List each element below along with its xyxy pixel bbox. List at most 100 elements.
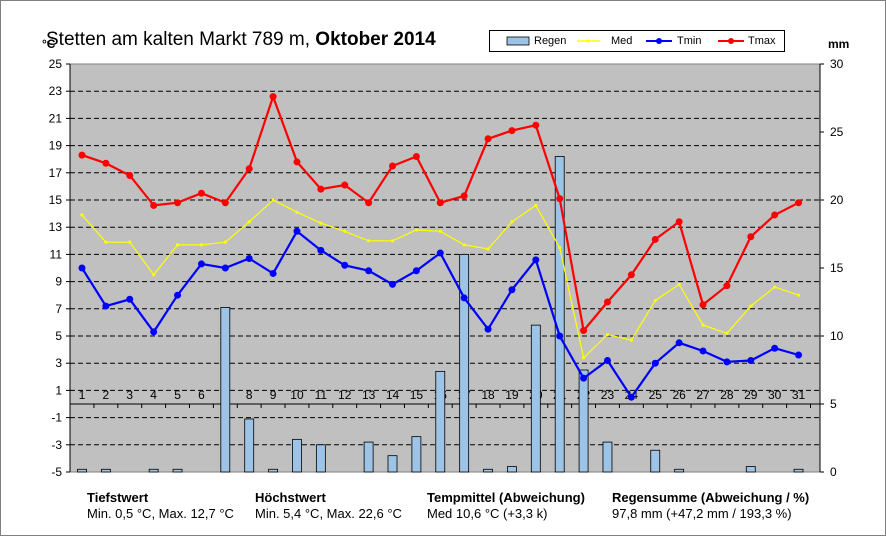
x-axis-tick-label: 28 — [720, 388, 734, 402]
med-point — [295, 210, 299, 214]
tmax-point — [556, 195, 564, 203]
tmin-point — [771, 344, 779, 352]
x-axis-tick-label: 30 — [768, 388, 782, 402]
rain-bar — [244, 418, 255, 473]
x-axis-tick-label: 19 — [505, 388, 519, 402]
tmax-point — [197, 189, 205, 197]
tmin-point — [627, 393, 635, 401]
x-axis-tick-label: 1 — [79, 388, 86, 402]
left-axis-tick-label: 25 — [49, 57, 63, 71]
tmax-point — [341, 181, 349, 189]
x-axis-tick-label: 31 — [792, 388, 806, 402]
tmin-point — [365, 267, 373, 275]
rain-bar — [411, 436, 422, 473]
chart-legend: Regen Med Tmin Tmax — [489, 30, 785, 52]
tmin-point — [245, 254, 253, 262]
footer-tempmittel: Tempmittel (Abweichung) Med 10,6 °C (+3,… — [427, 490, 585, 521]
tmax-point — [436, 199, 444, 207]
tmin-point — [651, 359, 659, 367]
right-axis-unit: mm — [828, 37, 850, 51]
med-point — [414, 228, 418, 232]
tmax-point — [150, 201, 158, 209]
chart-title: Stetten am kalten Markt 789 m, Oktober 2… — [46, 29, 436, 51]
tmax-point — [532, 121, 540, 129]
rain-bar — [268, 468, 278, 473]
tmax-point — [269, 93, 277, 101]
tmax-point — [627, 271, 635, 279]
right-axis-tick-label: 0 — [830, 465, 837, 479]
tmax-point — [460, 192, 468, 200]
tmin-point — [341, 261, 349, 269]
rain-bar — [459, 253, 470, 473]
x-axis-tick-label: 27 — [696, 388, 710, 402]
rain-bar — [363, 441, 374, 473]
rain-bar — [530, 324, 541, 473]
tmin-point — [532, 256, 540, 264]
med-point — [390, 239, 395, 243]
left-axis-tick-label: -5 — [51, 465, 62, 479]
med-point — [319, 221, 323, 225]
legend-rain-label: Regen — [534, 35, 567, 47]
med-point — [223, 240, 227, 244]
tmax-point — [78, 151, 86, 159]
tmin-point — [174, 291, 182, 299]
tmin-point — [269, 269, 277, 277]
legend-tmax-marker — [728, 38, 734, 44]
tmin-point — [747, 356, 755, 364]
med-point — [677, 282, 681, 286]
rain-bar — [387, 455, 398, 473]
med-point — [629, 338, 633, 342]
rain-bar — [148, 468, 159, 473]
x-axis-tick-label: 4 — [150, 388, 157, 402]
title-period: Oktober 2014 — [315, 29, 436, 50]
right-axis-tick-label: 20 — [830, 193, 844, 207]
left-axis-tick-label: -3 — [51, 438, 62, 452]
left-axis-tick-label: 3 — [55, 356, 62, 370]
legend-rain-swatch — [506, 36, 530, 46]
x-axis-tick-label: 25 — [649, 388, 663, 402]
right-axis-tick-label: 25 — [830, 125, 844, 139]
med-point — [486, 247, 490, 251]
tmin-point — [78, 264, 86, 272]
left-axis-tick-label: 15 — [49, 193, 63, 207]
tmin-point — [317, 246, 325, 254]
tempmittel-heading: Tempmittel (Abweichung) — [427, 490, 585, 505]
hoechstwert-heading: Höchstwert — [255, 490, 326, 505]
tmax-point — [412, 152, 420, 160]
rain-bar — [292, 438, 302, 473]
med-point — [462, 243, 466, 247]
footer-tiefstwert: Tiefstwert Min. 0,5 °C, Max. 12,7 °C — [87, 490, 234, 521]
tmax-point — [771, 211, 779, 219]
med-point — [175, 243, 180, 247]
x-axis-tick-label: 14 — [386, 388, 400, 402]
legend-tmax-label: Tmax — [748, 35, 776, 47]
med-point — [271, 198, 275, 202]
med-point — [725, 331, 729, 335]
tmax-point — [174, 199, 182, 207]
x-axis-tick-label: 26 — [672, 388, 686, 402]
x-axis-tick-label: 29 — [744, 388, 758, 402]
regensumme-heading: Regensumme (Abweichung / %) — [612, 490, 810, 505]
rain-bar — [172, 468, 183, 473]
tmin-point — [293, 227, 301, 235]
tmax-point — [293, 158, 301, 166]
rain-bar — [554, 156, 565, 473]
med-point — [653, 299, 657, 303]
left-axis-tick-label: 7 — [55, 302, 62, 316]
x-axis-tick-label: 18 — [481, 388, 495, 402]
footer-regensumme: Regensumme (Abweichung / %) 97,8 mm (+47… — [612, 490, 809, 521]
tmax-point — [102, 159, 110, 167]
tmin-point — [102, 302, 110, 310]
med-point — [605, 333, 610, 337]
title-station: Stetten am kalten Markt 789 m, — [46, 29, 311, 50]
right-axis-tick-label: 5 — [830, 397, 837, 411]
rain-bar — [578, 369, 589, 473]
med-point — [343, 229, 347, 233]
x-axis-tick-label: 6 — [198, 388, 205, 402]
rain-bar — [77, 468, 87, 473]
med-point — [773, 285, 777, 289]
rain-bar — [435, 370, 446, 473]
x-axis-tick-label: 3 — [126, 388, 133, 402]
left-axis-tick-label: 17 — [49, 166, 63, 180]
left-axis-tick-label: 1 — [55, 383, 62, 397]
